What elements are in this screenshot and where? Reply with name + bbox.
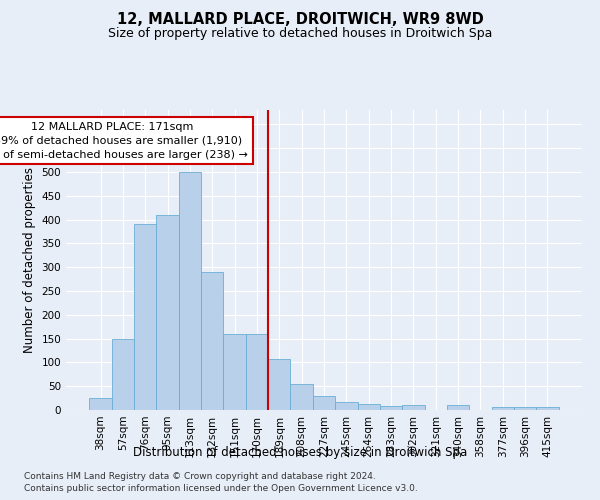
Bar	[536, 407, 559, 410]
Bar	[268, 358, 290, 410]
Text: Size of property relative to detached houses in Droitwich Spa: Size of property relative to detached ho…	[108, 28, 492, 40]
Bar	[402, 405, 425, 410]
Text: 12, MALLARD PLACE, DROITWICH, WR9 8WD: 12, MALLARD PLACE, DROITWICH, WR9 8WD	[116, 12, 484, 28]
Text: Distribution of detached houses by size in Droitwich Spa: Distribution of detached houses by size …	[133, 446, 467, 459]
Bar	[447, 405, 469, 410]
Bar	[201, 272, 223, 410]
Bar	[134, 224, 157, 410]
Bar	[491, 407, 514, 410]
Bar	[380, 406, 402, 410]
Y-axis label: Number of detached properties: Number of detached properties	[23, 167, 36, 353]
Bar	[223, 334, 246, 410]
Bar	[89, 398, 112, 410]
Bar	[290, 384, 313, 410]
Bar	[179, 172, 201, 410]
Text: 12 MALLARD PLACE: 171sqm
← 89% of detached houses are smaller (1,910)
11% of sem: 12 MALLARD PLACE: 171sqm ← 89% of detach…	[0, 122, 248, 160]
Bar	[157, 215, 179, 410]
Bar	[246, 334, 268, 410]
Bar	[112, 338, 134, 410]
Bar	[335, 402, 358, 410]
Text: Contains public sector information licensed under the Open Government Licence v3: Contains public sector information licen…	[24, 484, 418, 493]
Bar	[358, 404, 380, 410]
Bar	[514, 407, 536, 410]
Text: Contains HM Land Registry data © Crown copyright and database right 2024.: Contains HM Land Registry data © Crown c…	[24, 472, 376, 481]
Bar	[313, 396, 335, 410]
